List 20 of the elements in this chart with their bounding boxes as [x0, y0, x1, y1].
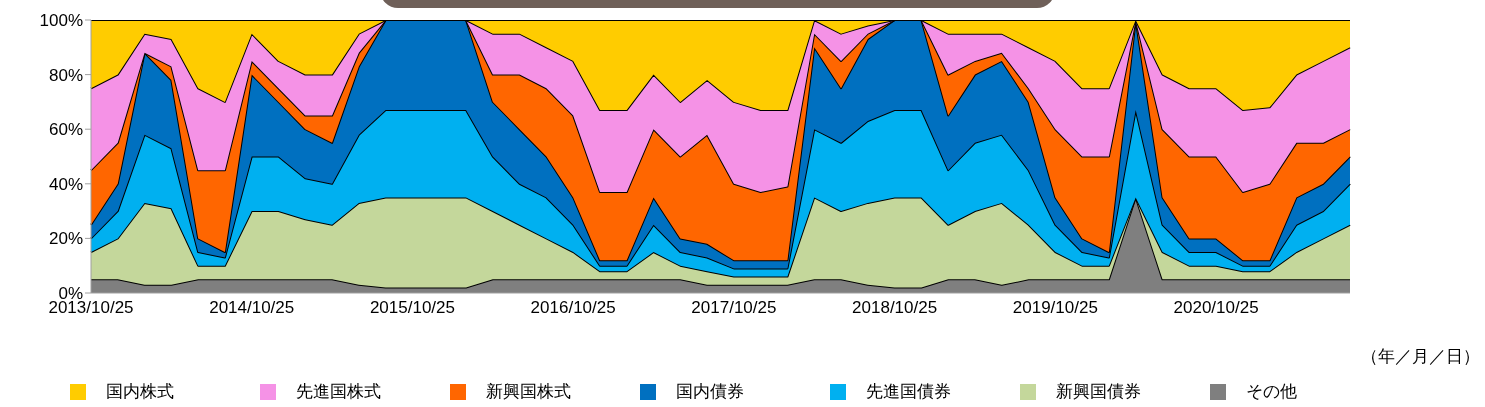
x-tick-label: 2020/10/25	[1173, 298, 1259, 318]
x-tick-label: 2014/10/25	[209, 298, 295, 318]
legend-label: 国内株式	[106, 381, 174, 403]
y-tick-label: 60%	[48, 120, 83, 140]
x-tick-label: 2016/10/25	[530, 298, 616, 318]
legend-label: 新興国債券	[1056, 381, 1141, 403]
text: （年／月／日）	[1361, 346, 1480, 368]
y-tick-label: 80%	[48, 65, 83, 85]
x-tick-label: 2019/10/25	[1012, 298, 1098, 318]
legend-label: その他	[1246, 381, 1297, 403]
legend-label: 新興国株式	[486, 381, 571, 403]
x-tick-label: 2017/10/25	[691, 298, 777, 318]
legend-label: 先進国債券	[866, 381, 951, 403]
y-tick-label: 100%	[39, 11, 83, 31]
legend-label: 国内債券	[676, 381, 744, 403]
legend-label: 先進国株式	[296, 381, 381, 403]
y-tick-label: 40%	[48, 174, 83, 194]
x-tick-label: 2018/10/25	[852, 298, 938, 318]
x-tick-label: 2015/10/25	[369, 298, 455, 318]
y-tick-label: 20%	[48, 229, 83, 249]
